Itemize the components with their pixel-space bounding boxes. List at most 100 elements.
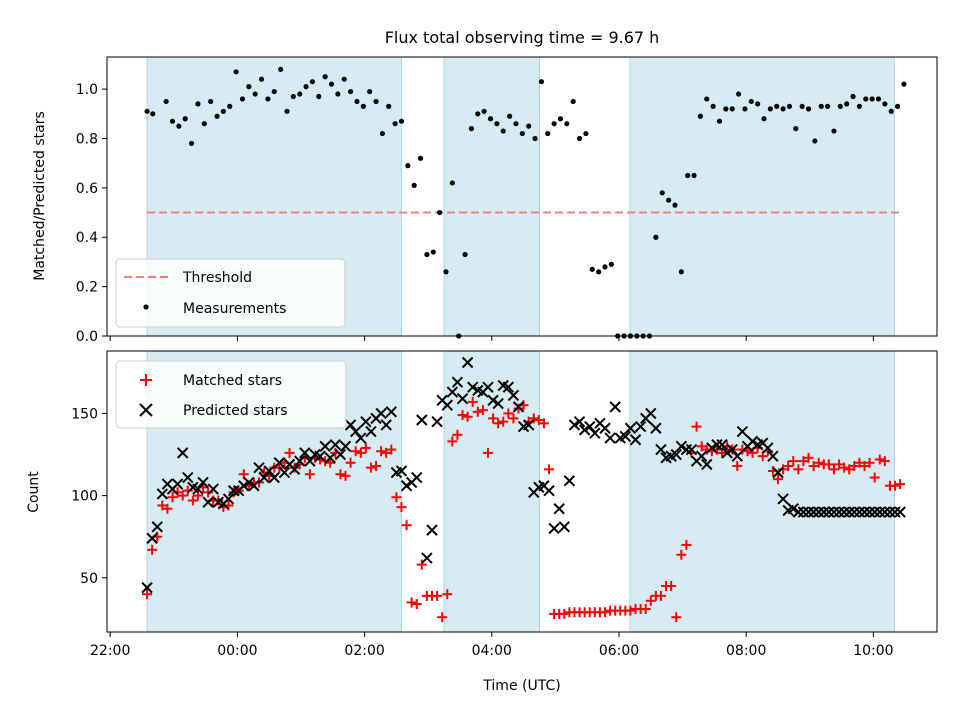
predicted-star-point [762, 442, 774, 454]
matched-star-point [844, 464, 855, 475]
matched-star-point [320, 456, 331, 467]
measurement-point [163, 98, 169, 105]
predicted-star-point [492, 397, 504, 410]
measurement-point [475, 111, 481, 117]
predicted-star-point [843, 506, 855, 518]
measurement-point [545, 130, 551, 137]
matched-star-point [477, 405, 488, 416]
measurement-point [392, 121, 398, 127]
measurement-point [227, 103, 233, 109]
measurement-point [710, 103, 716, 109]
matched-star-point [467, 396, 478, 407]
bottom-ytick-label: 150 [71, 406, 98, 422]
matched-star-point [213, 495, 224, 506]
matched-star-point [625, 605, 636, 616]
measurement-point [462, 251, 468, 258]
predicted-star-point [573, 415, 586, 428]
predicted-star-point [156, 488, 169, 500]
legend-measurements-label: Measurements [183, 301, 286, 317]
measurement-point [252, 91, 258, 97]
top-legend: Threshold Measurements [115, 258, 346, 328]
predicted-star-point [375, 407, 387, 420]
predicted-star-point [238, 480, 250, 492]
predicted-star-point [502, 381, 515, 393]
top-panel: 0.0 0.2 0.4 0.6 0.8 1.0 Matched/Predicted sta… [32, 56, 938, 345]
measurement-point [837, 103, 843, 109]
measurement-point [786, 103, 793, 109]
matched-star-point [498, 416, 509, 427]
matched-star-point [503, 408, 514, 419]
matched-star-point [411, 599, 422, 610]
top-shaded-interval-1 [443, 56, 540, 337]
predicted-star-point [706, 442, 718, 454]
matched-star-point [416, 559, 427, 570]
matched-star-point [869, 472, 880, 483]
measurement-point [220, 108, 226, 114]
predicted-star-point [721, 447, 733, 459]
measurement-point [748, 98, 754, 105]
predicted-star-point [828, 506, 840, 518]
measurement-point [201, 121, 207, 127]
bottom-y-axis-label: Count [26, 471, 42, 513]
matched-star-point [783, 461, 794, 472]
predicted-star-point [360, 415, 372, 428]
measurement-point [678, 269, 684, 275]
predicted-star-point [329, 438, 342, 451]
matched-star-point [864, 457, 875, 468]
predicted-star-point [874, 506, 886, 518]
matched-star-point [187, 495, 198, 506]
predicted-star-point [416, 414, 428, 426]
predicted-star-point [319, 440, 331, 453]
matched-star-point [508, 413, 519, 424]
predicted-star-point [365, 425, 377, 438]
predicted-star-point [853, 506, 866, 518]
matched-star-point [340, 470, 351, 481]
measurement-point [417, 155, 424, 161]
matched-star-point [396, 502, 407, 513]
matched-star-point [813, 457, 824, 468]
matched-star-point [442, 589, 453, 600]
measurement-point [704, 96, 710, 102]
matched-star-point [854, 457, 865, 468]
predicted-star-point [248, 480, 260, 492]
predicted-star-point [792, 506, 805, 518]
measurement-point [373, 98, 379, 105]
measurement-point [278, 66, 284, 72]
measurement-point [882, 101, 888, 107]
matched-star-point [772, 474, 783, 485]
measurement-point [659, 190, 665, 196]
measurement-point [564, 121, 570, 127]
predicted-star-point [288, 463, 301, 476]
predicted-star-point [863, 506, 876, 518]
measurement-point [347, 88, 354, 95]
predicted-star-point [339, 440, 352, 453]
matched-star-point [462, 411, 473, 422]
predicted-star-point [767, 450, 779, 462]
measurement-point [799, 103, 805, 109]
measurement-point [233, 69, 239, 75]
matched-star-point [299, 452, 310, 463]
top-ytick-label: 0.4 [76, 230, 98, 246]
predicted-star-point [146, 532, 158, 545]
matched-star-point [284, 447, 295, 458]
matched-star-point [895, 479, 906, 490]
predicted-star-point [818, 506, 830, 518]
matched-star-point [823, 459, 834, 470]
top-axes-frame [106, 56, 938, 337]
matched-star-point [793, 464, 804, 475]
matched-star-point [381, 447, 392, 458]
matched-star-point [472, 406, 483, 417]
legend-predicted-label: Predicted stars [183, 403, 288, 419]
bottom-x-axis-ticks: 22:00 00:00 02:00 04:00 06:00 08:00 10:00 [90, 632, 894, 659]
measurement-point [322, 74, 328, 80]
matched-star-point [788, 456, 799, 467]
matched-star-point [808, 461, 819, 472]
predicted-star-point [568, 419, 581, 431]
predicted-star-point [599, 422, 611, 434]
measurement-point [195, 101, 201, 107]
predicted-star-point [522, 419, 535, 431]
measurement-point [844, 101, 850, 107]
matched-star-point [406, 597, 417, 608]
measurement-point [691, 172, 697, 179]
xtick-label: 10:00 [853, 643, 893, 659]
